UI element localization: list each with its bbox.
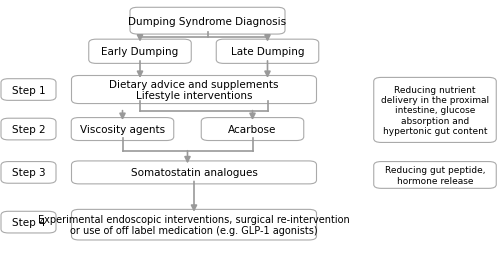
FancyBboxPatch shape [72,76,316,104]
FancyBboxPatch shape [130,8,285,35]
FancyBboxPatch shape [201,118,304,141]
Text: Somatostatin analogues: Somatostatin analogues [130,168,258,178]
Text: Late Dumping: Late Dumping [231,47,304,57]
FancyBboxPatch shape [374,162,496,188]
Text: Step 4: Step 4 [12,217,46,227]
Text: Step 2: Step 2 [12,124,46,135]
FancyBboxPatch shape [216,40,319,64]
FancyBboxPatch shape [374,78,496,143]
Text: Step 1: Step 1 [12,85,46,95]
Text: Reducing nutrient
delivery in the proximal
intestine, glucose
absorption and
hyp: Reducing nutrient delivery in the proxim… [381,85,489,136]
Text: Dietary advice and supplements
Lifestyle interventions: Dietary advice and supplements Lifestyle… [109,80,279,101]
FancyBboxPatch shape [1,119,56,140]
Text: Experimental endoscopic interventions, surgical re-intervention
or use of off la: Experimental endoscopic interventions, s… [38,214,350,235]
FancyBboxPatch shape [72,210,316,240]
Text: Early Dumping: Early Dumping [102,47,178,57]
FancyBboxPatch shape [72,118,174,141]
Text: Reducing gut peptide,
hormone release: Reducing gut peptide, hormone release [385,166,485,185]
Text: Acarbose: Acarbose [228,124,276,135]
FancyBboxPatch shape [1,211,56,233]
FancyBboxPatch shape [1,162,56,183]
Text: Dumping Syndrome Diagnosis: Dumping Syndrome Diagnosis [128,17,286,27]
FancyBboxPatch shape [1,79,56,101]
Text: Step 3: Step 3 [12,168,46,178]
FancyBboxPatch shape [89,40,191,64]
Text: Viscosity agents: Viscosity agents [80,124,165,135]
FancyBboxPatch shape [72,161,316,184]
